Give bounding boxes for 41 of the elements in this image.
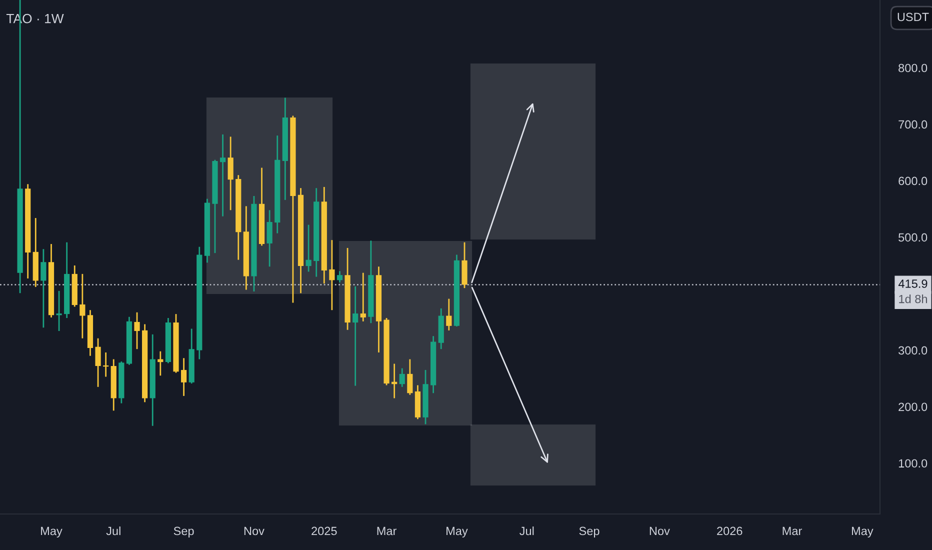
y-tick-label: 100.0 xyxy=(898,459,928,468)
x-tick-label: Nov xyxy=(650,526,670,536)
candlestick xyxy=(352,286,358,386)
x-tick-label: May xyxy=(852,526,874,538)
x-tick-label: Sep xyxy=(579,526,600,538)
y-tick-label: 700.0 xyxy=(898,120,928,129)
candlestick xyxy=(180,357,187,397)
candlestick xyxy=(407,358,413,396)
x-tick-label: Sep xyxy=(174,526,194,538)
candlestick xyxy=(95,338,101,388)
candlestick xyxy=(40,248,46,328)
x-tick-label: May xyxy=(41,526,62,538)
y-tick-label: 600.0 xyxy=(898,176,928,186)
candlestick xyxy=(134,312,140,350)
x-tick-label: Mar xyxy=(782,526,802,536)
y-tick-label: 500.0 xyxy=(898,233,928,242)
candlestick xyxy=(220,134,226,218)
candlestick xyxy=(228,136,234,211)
x-tick-label: Jul xyxy=(520,526,534,536)
candlestick xyxy=(336,270,343,284)
candlestick xyxy=(446,298,452,332)
x-tick-label: May xyxy=(446,526,468,538)
ref-line-label: 415.9 xyxy=(898,280,928,288)
x-tick-label: Jul xyxy=(106,526,120,536)
candlestick xyxy=(56,290,62,332)
candlestick xyxy=(399,368,405,388)
x-tick-label: 2026 xyxy=(717,526,742,536)
candlestick xyxy=(80,273,86,340)
x-tick-label: Mar xyxy=(377,526,396,536)
candlestick xyxy=(329,239,335,311)
candlestick xyxy=(158,350,164,376)
y-tick-label: 200.0 xyxy=(898,402,928,412)
candlestick xyxy=(360,272,366,322)
x-tick-label: 2025 xyxy=(312,526,337,536)
y-tick-label: 800.0 xyxy=(898,64,928,72)
candlestick xyxy=(306,224,312,272)
y-tick-label: 300.0 xyxy=(898,346,928,355)
candlestick xyxy=(266,209,272,268)
x-tick-label: Nov xyxy=(244,526,264,536)
text: 1d 8h xyxy=(899,294,928,304)
y-axis-title: USDT xyxy=(898,12,929,22)
